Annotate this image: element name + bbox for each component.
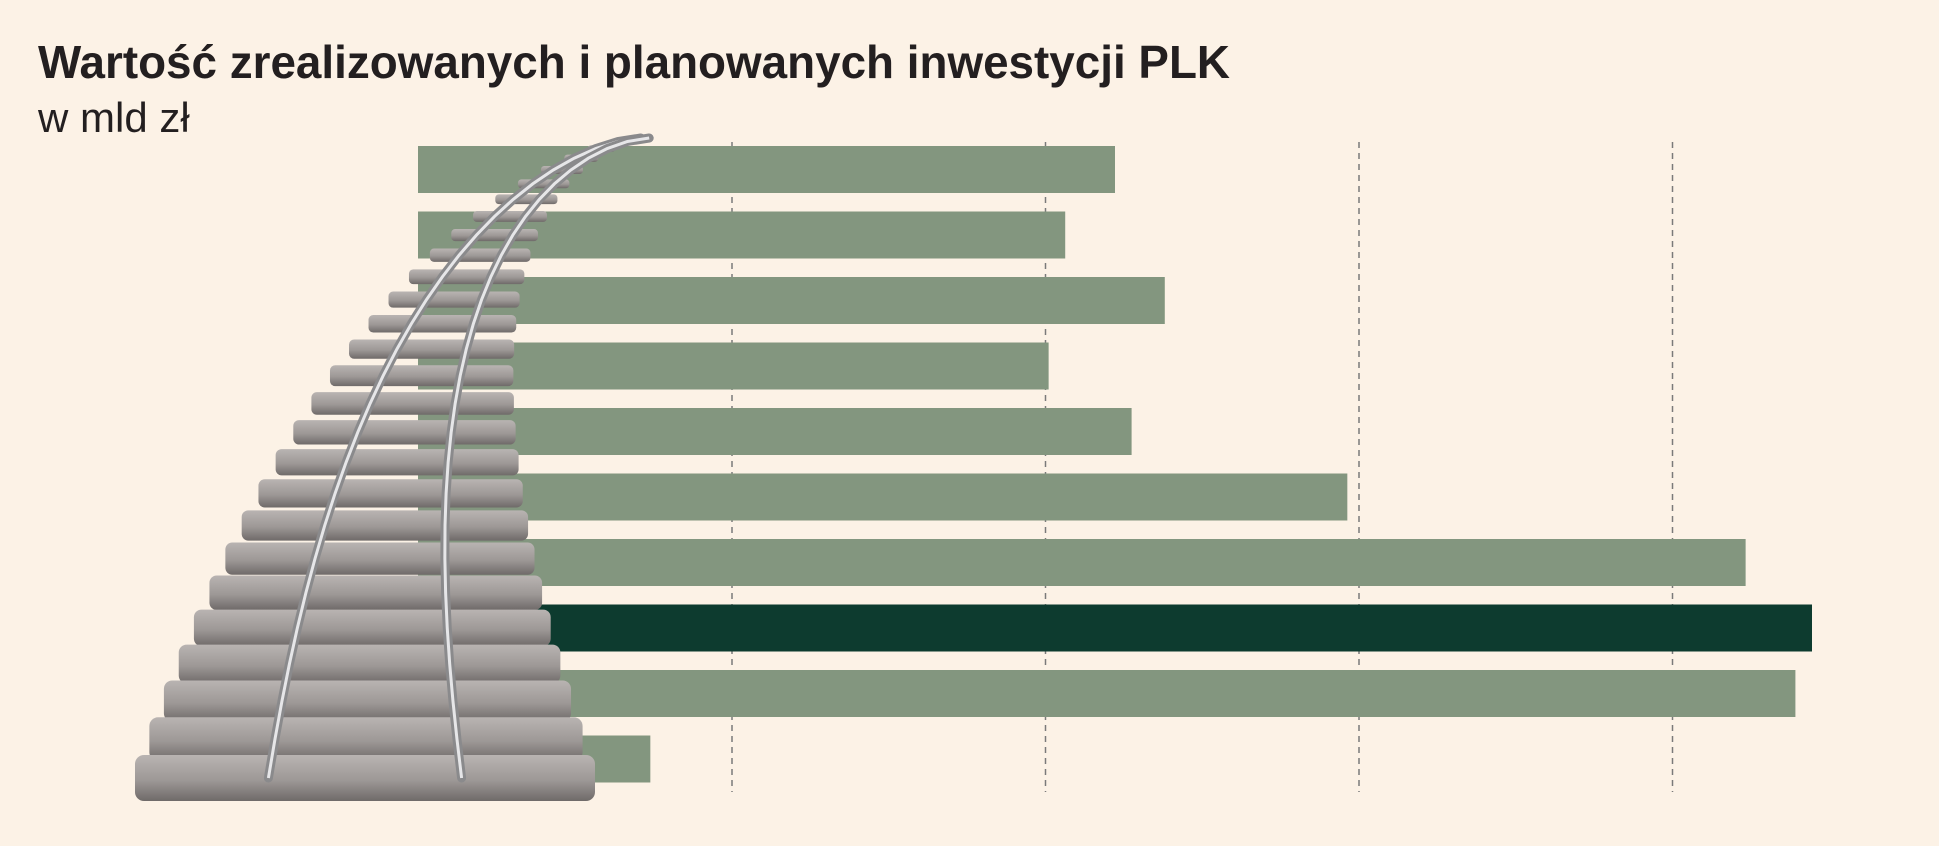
track-sleeper [293, 420, 516, 445]
track-sleeper [311, 392, 514, 415]
track-sleeper [178, 644, 561, 684]
bar [418, 408, 1132, 455]
track-sleeper [149, 717, 583, 761]
track-sleeper [135, 755, 595, 801]
bar [418, 670, 1796, 717]
railway-track-illustration [135, 133, 654, 801]
track-sleeper [473, 210, 547, 222]
track-sleeper [163, 680, 572, 722]
rail-highlight [443, 136, 650, 779]
chart-subtitle: w mld zł [37, 94, 190, 141]
bar-highlighted [418, 604, 1812, 652]
track-sleeper [209, 575, 543, 610]
bar [418, 277, 1165, 324]
bars [418, 146, 1812, 783]
track-sleeper [368, 314, 517, 333]
rail-highlight [266, 136, 642, 779]
track-sleeper [225, 542, 535, 575]
track-sleeper [275, 449, 519, 476]
track-sleeper [349, 339, 515, 359]
track-sleeper [329, 365, 514, 387]
track-sleeper [451, 229, 538, 242]
track-sleeper [258, 479, 523, 508]
bar [418, 539, 1746, 586]
track-sleeper [388, 291, 520, 308]
track-sleeper [193, 609, 551, 647]
track-sleeper [408, 269, 525, 285]
bar [418, 473, 1348, 521]
track-sleeper [241, 510, 529, 541]
bar [418, 342, 1049, 390]
track-sleeper [429, 248, 531, 262]
chart-title: Wartość zrealizowanych i planowanych inw… [38, 36, 1230, 88]
